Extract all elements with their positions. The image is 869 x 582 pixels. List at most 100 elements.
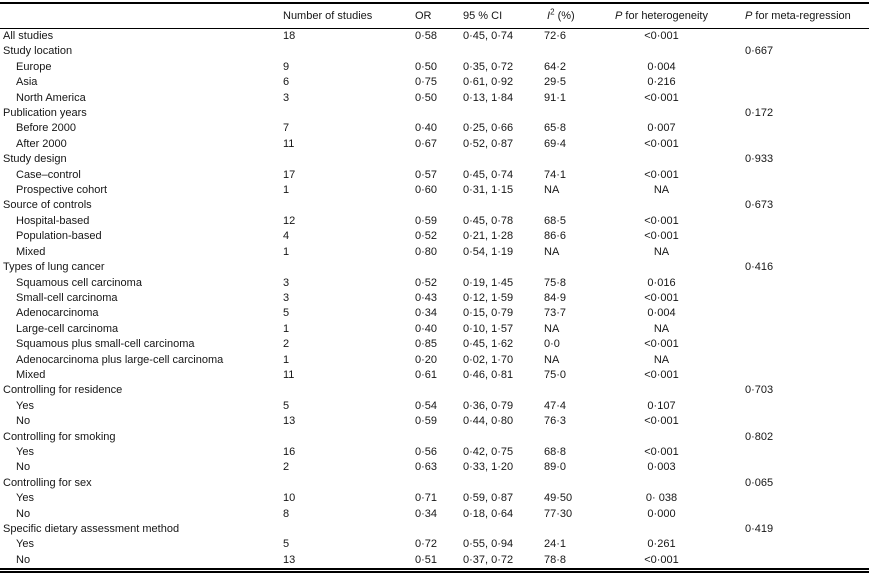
cell-p-meta-regression: 0·172 bbox=[745, 107, 774, 120]
cell-95ci: 0·45, 0·74 bbox=[463, 30, 514, 42]
cell-i2: 77·30 bbox=[544, 507, 573, 520]
table-row: No 13 0·51 0·37, 0·72 78·8 <0·001 bbox=[0, 553, 869, 571]
table-row: Study location 0·667 bbox=[0, 44, 869, 59]
row-label: Controlling for residence bbox=[3, 384, 123, 397]
cell-p-meta-regression: 0·419 bbox=[745, 523, 774, 535]
cell-number-of-studies bbox=[280, 44, 413, 59]
cell-number-of-studies bbox=[280, 430, 413, 445]
table-row: Adenocarcinoma plus large-cell carcinoma… bbox=[0, 353, 869, 368]
cell-i2: 73·7 bbox=[544, 307, 567, 320]
cell-95ci bbox=[461, 476, 543, 491]
cell-i2: 24·1 bbox=[544, 538, 567, 551]
cell-or bbox=[413, 430, 461, 445]
cell-p-meta-regression: 0·673 bbox=[745, 199, 774, 212]
cell-p-meta-regression bbox=[723, 368, 869, 383]
header-95ci: 95 % CI bbox=[461, 3, 543, 29]
row-label: Mixed bbox=[16, 245, 46, 258]
p-het-rest: for heterogeneity bbox=[625, 10, 708, 22]
cell-p-meta-regression bbox=[723, 353, 869, 368]
row-label: Case–control bbox=[16, 168, 81, 181]
cell-p-heterogeneity bbox=[600, 383, 723, 398]
cell-or: 0·60 bbox=[415, 184, 438, 197]
cell-or bbox=[413, 106, 461, 121]
cell-p-heterogeneity: <0·001 bbox=[644, 445, 679, 458]
cell-or bbox=[413, 522, 461, 537]
cell-i2: 0·0 bbox=[544, 338, 560, 351]
row-label: Asia bbox=[16, 76, 38, 89]
cell-number-of-studies: 7 bbox=[283, 122, 290, 135]
table-header: Number of studies OR 95 % CI I2 (%) P fo… bbox=[0, 3, 869, 29]
cell-p-heterogeneity: <0·001 bbox=[644, 214, 679, 227]
cell-95ci: 0·37, 0·72 bbox=[463, 553, 514, 566]
table-row: Yes 10 0·71 0·59, 0·87 49·50 0· 038 bbox=[0, 491, 869, 506]
cell-p-meta-regression bbox=[723, 121, 869, 136]
cell-95ci bbox=[461, 522, 543, 537]
cell-p-meta-regression bbox=[723, 168, 869, 183]
cell-number-of-studies: 2 bbox=[283, 461, 290, 474]
cell-or: 0·40 bbox=[415, 122, 438, 135]
cell-or: 0·59 bbox=[415, 214, 438, 227]
cell-p-meta-regression: 0·065 bbox=[745, 476, 774, 489]
cell-p-meta-regression: 0·703 bbox=[745, 384, 774, 397]
cell-or: 0·51 bbox=[415, 553, 438, 566]
cell-i2: 84·9 bbox=[544, 291, 567, 304]
table-row: North America 3 0·50 0·13, 1·84 91·1 <0·… bbox=[0, 91, 869, 106]
cell-p-heterogeneity: NA bbox=[653, 322, 670, 335]
cell-or: 0·43 bbox=[415, 291, 438, 304]
cell-or bbox=[413, 198, 461, 213]
cell-95ci: 0·45, 0·74 bbox=[463, 168, 514, 181]
table-row: Source of controls 0·673 bbox=[0, 198, 869, 213]
cell-i2: 68·5 bbox=[544, 214, 567, 227]
cell-number-of-studies: 12 bbox=[283, 214, 296, 227]
cell-95ci: 0·54, 1·19 bbox=[463, 245, 514, 258]
cell-number-of-studies: 2 bbox=[283, 338, 290, 351]
cell-p-meta-regression bbox=[723, 291, 869, 306]
row-label: Squamous plus small-cell carcinoma bbox=[16, 338, 195, 351]
cell-number-of-studies: 5 bbox=[283, 307, 290, 320]
cell-number-of-studies: 5 bbox=[283, 538, 290, 551]
row-label: Specific dietary assessment method bbox=[3, 523, 180, 535]
cell-95ci: 0·02, 1·70 bbox=[463, 353, 514, 366]
cell-p-meta-regression bbox=[723, 214, 869, 229]
table-row: Controlling for residence 0·703 bbox=[0, 383, 869, 398]
cell-p-heterogeneity bbox=[600, 260, 723, 275]
cell-i2 bbox=[543, 522, 600, 537]
cell-or: 0·80 bbox=[415, 245, 438, 258]
cell-number-of-studies bbox=[280, 152, 413, 167]
table-row: Study design 0·933 bbox=[0, 152, 869, 167]
cell-i2: 91·1 bbox=[544, 91, 567, 104]
cell-i2 bbox=[543, 152, 600, 167]
cell-p-meta-regression: 0·933 bbox=[745, 153, 774, 166]
cell-95ci: 0·12, 1·59 bbox=[463, 291, 514, 304]
cell-number-of-studies: 3 bbox=[283, 91, 290, 104]
cell-p-meta-regression bbox=[723, 507, 869, 522]
row-label: Hospital-based bbox=[16, 214, 90, 227]
row-label: Squamous cell carcinoma bbox=[16, 276, 142, 289]
cell-95ci: 0·15, 0·79 bbox=[463, 307, 514, 320]
table-row: Case–control 17 0·57 0·45, 0·74 74·1 <0·… bbox=[0, 168, 869, 183]
row-label: No bbox=[16, 553, 31, 566]
cell-95ci: 0·18, 0·64 bbox=[463, 507, 514, 520]
cell-p-meta-regression: 0·667 bbox=[745, 45, 774, 58]
cell-p-heterogeneity: 0·004 bbox=[647, 60, 676, 73]
header-p-heterogeneity: P for heterogeneity bbox=[600, 3, 723, 29]
table-row: Population-based 4 0·52 0·21, 1·28 86·6 … bbox=[0, 229, 869, 244]
table-row: Europe 9 0·50 0·35, 0·72 64·2 0·004 bbox=[0, 60, 869, 75]
i2-superscript: 2 bbox=[550, 7, 555, 17]
table-row: Asia 6 0·75 0·61, 0·92 29·5 0·216 bbox=[0, 75, 869, 90]
cell-p-heterogeneity: <0·001 bbox=[644, 338, 679, 351]
table-body: All studies 18 0·58 0·45, 0·74 72·6 <0·0… bbox=[0, 29, 869, 571]
cell-i2: NA bbox=[544, 322, 560, 335]
cell-i2: 75·8 bbox=[544, 276, 567, 289]
cell-95ci bbox=[461, 152, 543, 167]
cell-p-heterogeneity: 0·000 bbox=[647, 507, 676, 520]
cell-or: 0·59 bbox=[415, 415, 438, 428]
cell-i2: 65·8 bbox=[544, 122, 567, 135]
row-label: Prospective cohort bbox=[16, 184, 108, 197]
cell-p-meta-regression bbox=[723, 399, 869, 414]
table-row: Specific dietary assessment method 0·419 bbox=[0, 522, 869, 537]
cell-number-of-studies: 11 bbox=[283, 137, 295, 150]
cell-p-meta-regression bbox=[723, 137, 869, 152]
cell-or: 0·61 bbox=[415, 368, 438, 381]
table-row: No 13 0·59 0·44, 0·80 76·3 <0·001 bbox=[0, 414, 869, 429]
